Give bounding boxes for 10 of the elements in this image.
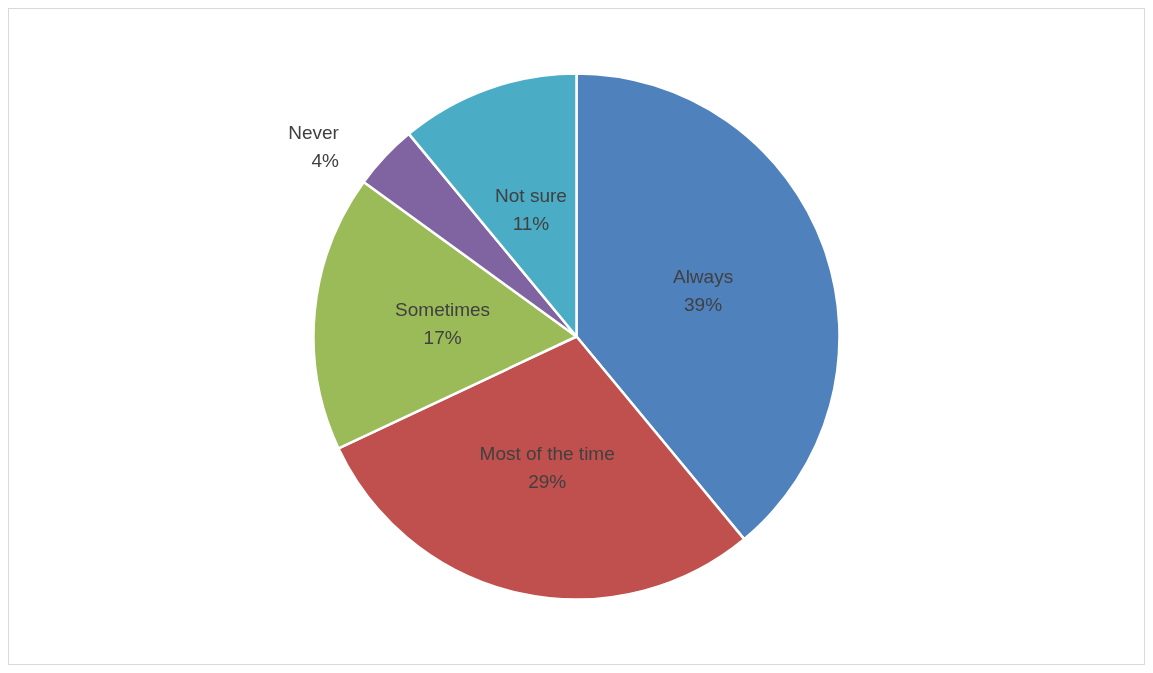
data-label: 39% bbox=[684, 294, 723, 316]
slice-label: Not sure bbox=[495, 185, 567, 207]
data-label: 29% bbox=[528, 471, 567, 493]
slice-label: Always bbox=[672, 266, 734, 288]
slice-label: Most of the time bbox=[479, 443, 615, 465]
data-label: 17% bbox=[423, 327, 462, 349]
data-label: 11% bbox=[512, 213, 550, 235]
slice-label: Never bbox=[288, 121, 340, 143]
slice-label: Sometimes bbox=[395, 299, 491, 321]
data-label: 4% bbox=[311, 149, 339, 171]
